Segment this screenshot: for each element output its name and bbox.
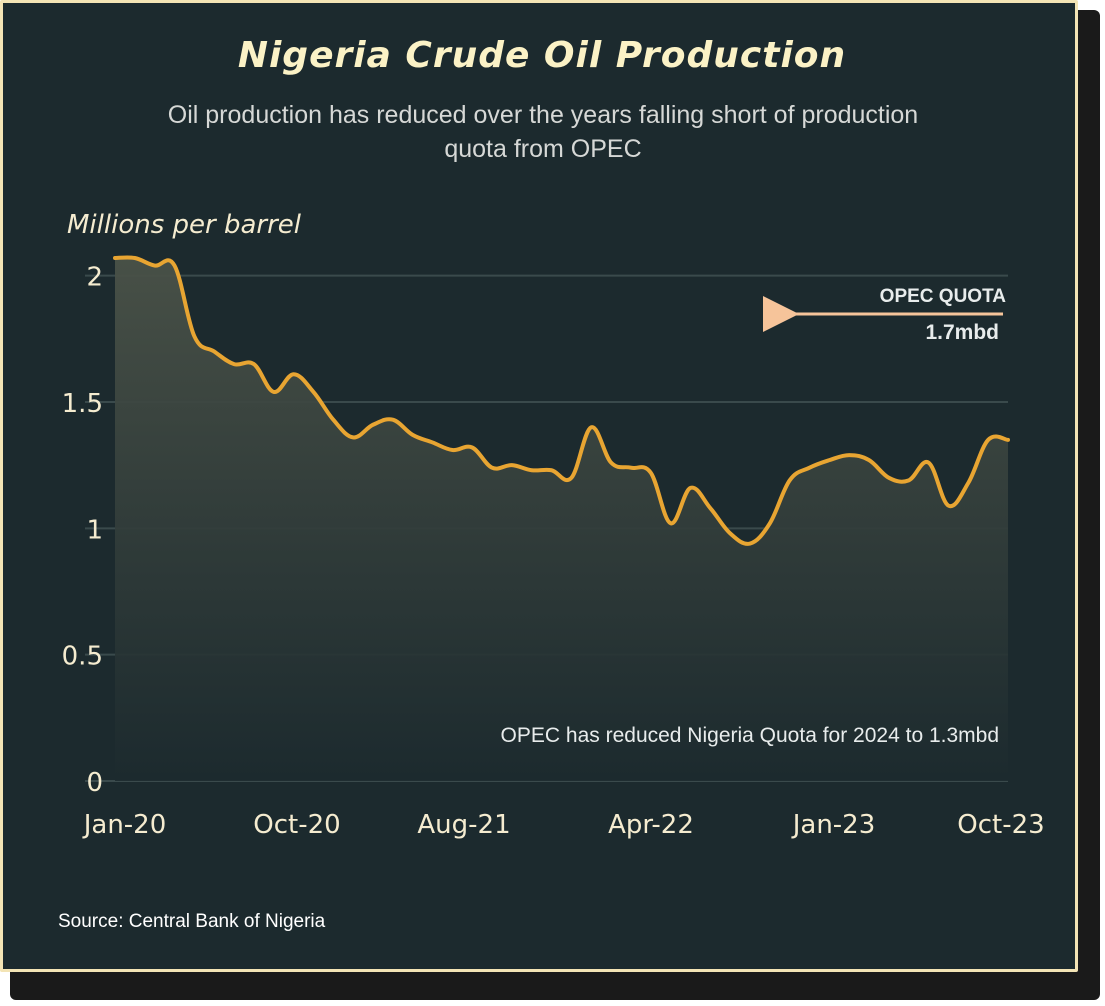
production-line: [113, 255, 1010, 546]
x-axis-ticks: Jan-20 Oct-20 Aug-21 Apr-22 Jan-23 Oct-23: [82, 810, 1045, 840]
x-tick-label: Jan-23: [791, 810, 876, 840]
chart-svg: 0 0.5 1 1.5 2 Jan-20 Oct-20 Aug-21 Apr-22 Jan-23…: [62, 210, 1045, 840]
y-tick-label: 0: [86, 768, 103, 798]
x-tick-label: Aug-21: [417, 810, 510, 840]
opec-quota-value: 1.7mbd: [925, 321, 999, 344]
production-area: [115, 257, 1008, 781]
x-tick-label: Jan-20: [82, 810, 167, 840]
y-tick-label: 1.5: [62, 389, 103, 419]
x-tick-label: Oct-20: [253, 810, 340, 840]
x-tick-label: Apr-22: [608, 810, 694, 840]
y-axis-label: Millions per barrel: [67, 210, 302, 240]
quota-note: OPEC has reduced Nigeria Quota for 2024 …: [501, 724, 999, 747]
opec-quota-label: OPEC QUOTA: [880, 286, 1007, 307]
y-axis-ticks: 0 0.5 1 1.5 2: [62, 263, 103, 798]
source-note: Source: Central Bank of Nigeria: [58, 911, 326, 932]
chart-subtitle: Oil production has reduced over the year…: [167, 101, 919, 163]
y-tick-label: 1: [86, 515, 103, 545]
y-tick-label: 2: [86, 263, 103, 293]
chart-card: Nigeria Crude Oil Production Oil product…: [0, 0, 1078, 972]
x-tick-label: Oct-23: [957, 810, 1044, 840]
chart-title: Nigeria Crude Oil Production: [237, 35, 847, 76]
y-tick-label: 0.5: [62, 642, 103, 672]
